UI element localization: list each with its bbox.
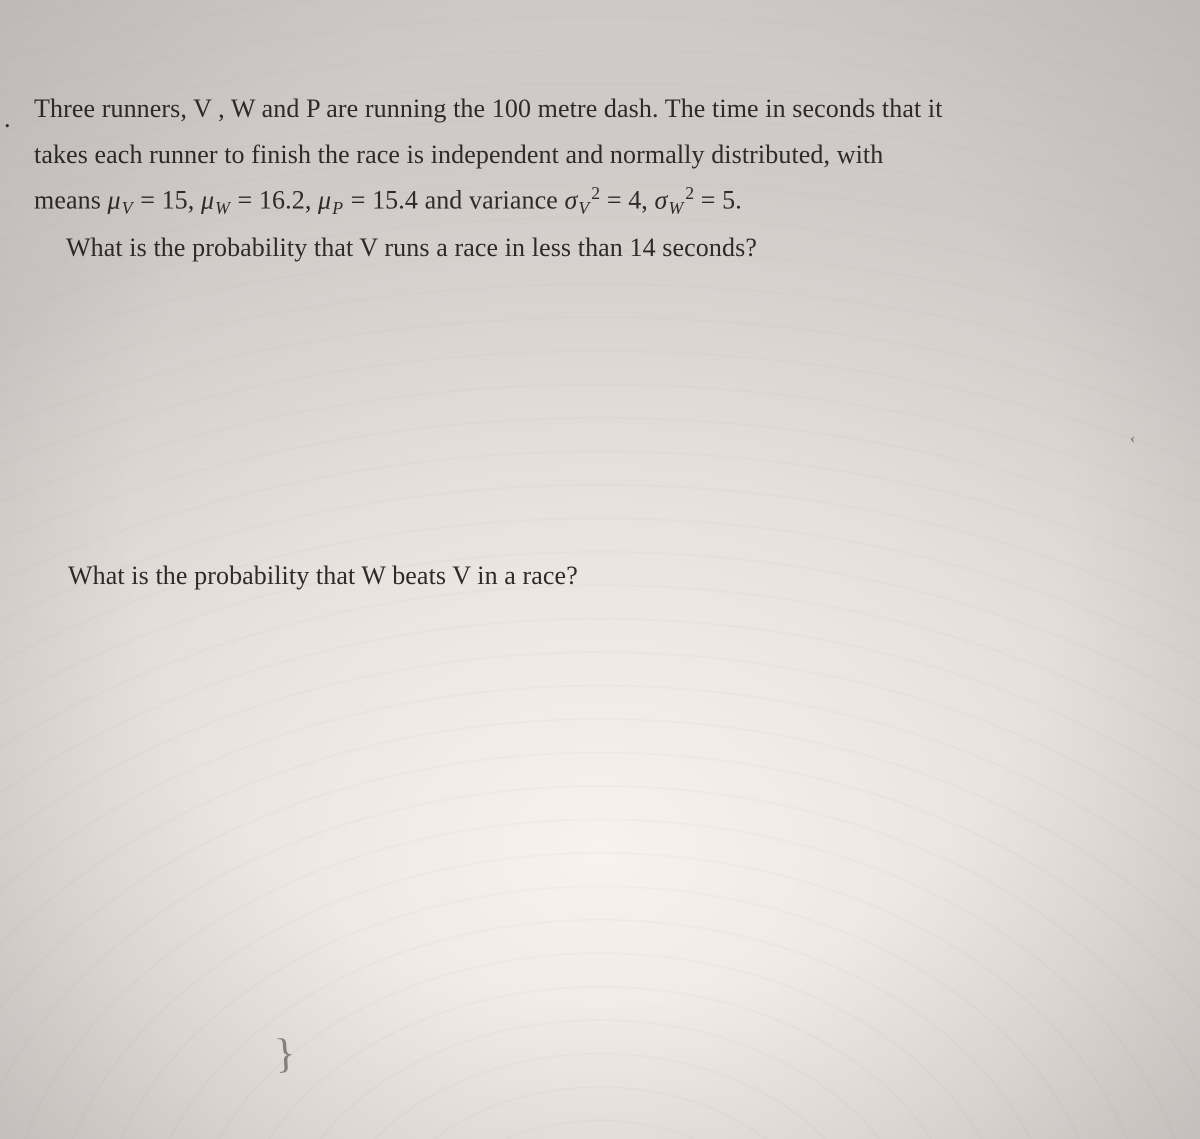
exam-page: . Three runners, V , W and P are running… — [0, 0, 1200, 595]
sigma-w-subscript: W — [667, 198, 684, 218]
sigma-w-symbol: σ — [655, 186, 668, 215]
sigma-v-symbol: σ — [564, 186, 577, 215]
question-2: What is the probability that W beats V i… — [68, 557, 1182, 595]
mu-v-subscript: V — [121, 198, 134, 218]
mu-v-symbol: μ — [108, 186, 121, 215]
mu-p-value: 15.4 — [372, 186, 418, 215]
comma-2: , — [305, 186, 318, 215]
problem-line-3: means μV = 15, μW = 16.2, μP = 15.4 and … — [34, 181, 1182, 221]
eq-2: = — [231, 186, 259, 215]
mu-w-value: 16.2 — [259, 186, 305, 215]
sigma-w-squared: 2 — [684, 183, 694, 203]
problem-line-1: Three runners, V , W and P are running t… — [34, 90, 1182, 128]
sigma-v-squared: 2 — [590, 183, 600, 203]
sigma-w-value: = 5. — [694, 186, 742, 215]
list-bullet: . — [4, 100, 11, 138]
mu-w-subscript: W — [214, 198, 231, 218]
sigma-v-subscript: V — [577, 198, 590, 218]
handwritten-mark: } — [273, 1029, 296, 1078]
problem-line-2: takes each runner to finish the race is … — [34, 136, 1182, 174]
eq-1: = — [134, 186, 162, 215]
sigma-v-value: = 4, — [600, 186, 654, 215]
eq-3: = — [344, 186, 372, 215]
question-1: What is the probability that V runs a ra… — [66, 229, 1182, 267]
mu-w-symbol: μ — [201, 186, 214, 215]
and-variance-label: and variance — [418, 186, 564, 215]
comma-1: , — [188, 186, 201, 215]
stray-mark: ‹ — [1130, 430, 1135, 448]
mu-v-value: 15 — [162, 186, 188, 215]
mu-p-subscript: P — [331, 198, 344, 218]
means-label: means — [34, 186, 108, 215]
mu-p-symbol: μ — [318, 186, 331, 215]
